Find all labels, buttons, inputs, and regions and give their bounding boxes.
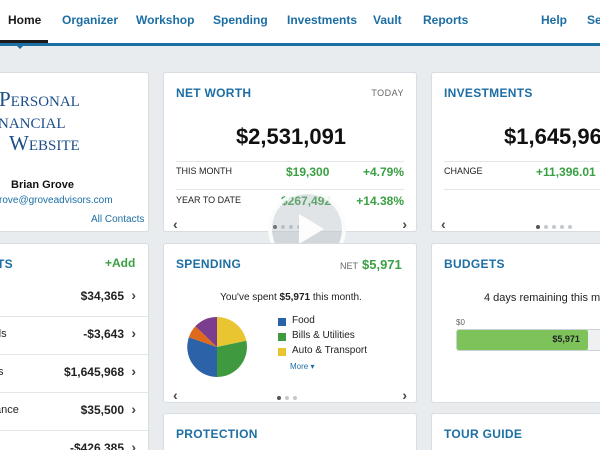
net-worth-card: NET WORTH TODAY $2,531,091 THIS MONTH $1…: [163, 72, 417, 232]
investments-card: INVESTMENTS $1,645,96 CHANGE +11,396.01 …: [431, 72, 600, 232]
profile-name: Brian Grove: [11, 179, 74, 191]
profile-email[interactable]: rove@groveadvisors.com: [0, 195, 113, 206]
tour-guide-card: TOUR GUIDE: [431, 413, 600, 450]
account-row-label: ts: [0, 366, 4, 378]
chevron-left-icon[interactable]: ‹: [173, 216, 178, 232]
pie-slice-auto: [217, 317, 247, 347]
chevron-right-icon[interactable]: ›: [402, 387, 407, 403]
site-title-line-3: Website: [9, 131, 80, 155]
investments-change-value: +11,396.01: [536, 165, 596, 179]
net-worth-title: NET WORTH: [176, 86, 252, 100]
spending-net-label: NET: [340, 261, 358, 271]
chevron-right-icon[interactable]: ›: [131, 325, 136, 341]
nav-settings[interactable]: Se: [587, 13, 600, 27]
accounts-card: TS +Add $34,365 › ds -$3,643 › ts $1,645…: [0, 243, 149, 450]
investments-amount: $1,645,96: [504, 124, 600, 149]
nav-help[interactable]: Help: [541, 13, 568, 27]
active-tab-notch: [14, 43, 26, 49]
tour-guide-title: TOUR GUIDE: [444, 427, 523, 441]
chevron-left-icon[interactable]: ‹: [173, 387, 178, 403]
chevron-left-icon[interactable]: ‹: [441, 216, 446, 232]
carousel-dots: [536, 225, 572, 229]
investments-title: INVESTMENTS: [444, 86, 533, 100]
spending-summary-suffix: this month.: [310, 292, 362, 303]
chevron-right-icon[interactable]: ›: [131, 287, 136, 303]
account-row-value: -$426,385: [69, 441, 124, 450]
pie-slice-other-1: [188, 326, 217, 347]
legend-swatch-auto: [278, 348, 286, 356]
account-row-label: ance: [0, 404, 19, 416]
chevron-right-icon[interactable]: ›: [131, 401, 136, 417]
account-row-value: -$3,643: [83, 327, 124, 341]
add-account-link[interactable]: +Add: [105, 256, 136, 270]
budgets-remaining: 4 days remaining this m: [484, 292, 600, 304]
spending-net-value: $5,971: [362, 257, 402, 272]
protection-title: PROTECTION: [176, 427, 258, 441]
chevron-right-icon[interactable]: ›: [131, 439, 136, 450]
pie-slice-food: [187, 337, 217, 377]
investments-change-label: CHANGE: [444, 166, 483, 176]
account-row-value: $34,365: [80, 289, 124, 303]
spending-pie-chart[interactable]: [184, 314, 250, 380]
nav-spending[interactable]: Spending: [213, 13, 268, 27]
site-title-line-1: Personal: [0, 87, 80, 111]
account-row-label: ds: [0, 328, 7, 340]
account-row-value: $1,645,968: [63, 365, 124, 379]
budget-bar-value: $5,971: [552, 334, 580, 344]
net-worth-row-pct: +4.79%: [362, 165, 404, 179]
active-tab-indicator: [0, 40, 48, 43]
profile-card: Personal inancial Website Brian Grove ro…: [0, 72, 149, 232]
spending-summary-prefix: You've spent: [220, 292, 280, 303]
pie-slice-other-2: [195, 317, 217, 347]
legend-swatch-bills: [278, 333, 286, 341]
nav-workshop[interactable]: Workshop: [136, 13, 195, 27]
budget-scale-start: $0: [456, 318, 465, 327]
nav-organizer[interactable]: Organizer: [62, 13, 119, 27]
nav-vault[interactable]: Vault: [373, 13, 402, 27]
spending-card: SPENDING NET $5,971 You've spent $5,971 …: [163, 243, 417, 403]
chevron-right-icon[interactable]: ›: [402, 216, 407, 232]
protection-card: PROTECTION: [163, 413, 417, 450]
budget-bar-track[interactable]: $5,971: [456, 329, 600, 351]
budgets-card: BUDGETS 4 days remaining this m $0 $5,97…: [431, 243, 600, 403]
spending-summary: You've spent $5,971 this month.: [164, 292, 416, 303]
spending-more-link[interactable]: More ▾: [290, 362, 315, 371]
net-worth-date: TODAY: [371, 88, 404, 98]
legend-label[interactable]: Bills & Utilities: [292, 330, 355, 341]
net-worth-row-label: YEAR TO DATE: [176, 195, 242, 205]
account-row-value: $35,500: [80, 403, 124, 417]
budgets-title: BUDGETS: [444, 257, 505, 271]
spending-summary-amount: $5,971: [279, 292, 311, 303]
nav-reports[interactable]: Reports: [423, 13, 469, 27]
chevron-right-icon[interactable]: ›: [131, 363, 136, 379]
site-title-line-2: inancial: [0, 109, 66, 133]
net-worth-amount: $2,531,091: [235, 124, 347, 149]
pie-slice-bills: [217, 340, 247, 377]
spending-title: SPENDING: [176, 257, 242, 271]
top-nav: Home Organizer Workshop Spending Investm…: [0, 0, 600, 46]
carousel-dots: [277, 396, 297, 400]
net-worth-row-value: $19,300: [286, 165, 330, 179]
legend-label[interactable]: Food: [292, 315, 315, 326]
budget-bar-fill: $5,971: [457, 330, 588, 350]
all-contacts-link[interactable]: All Contacts: [91, 214, 145, 225]
nav-investments[interactable]: Investments: [287, 13, 358, 27]
legend-swatch-food: [278, 318, 286, 326]
net-worth-row-pct: +14.38%: [356, 194, 404, 208]
nav-home[interactable]: Home: [8, 13, 42, 27]
legend-label[interactable]: Auto & Transport: [292, 345, 368, 356]
accounts-title: TS: [0, 257, 13, 271]
net-worth-row-label: THIS MONTH: [176, 166, 232, 176]
